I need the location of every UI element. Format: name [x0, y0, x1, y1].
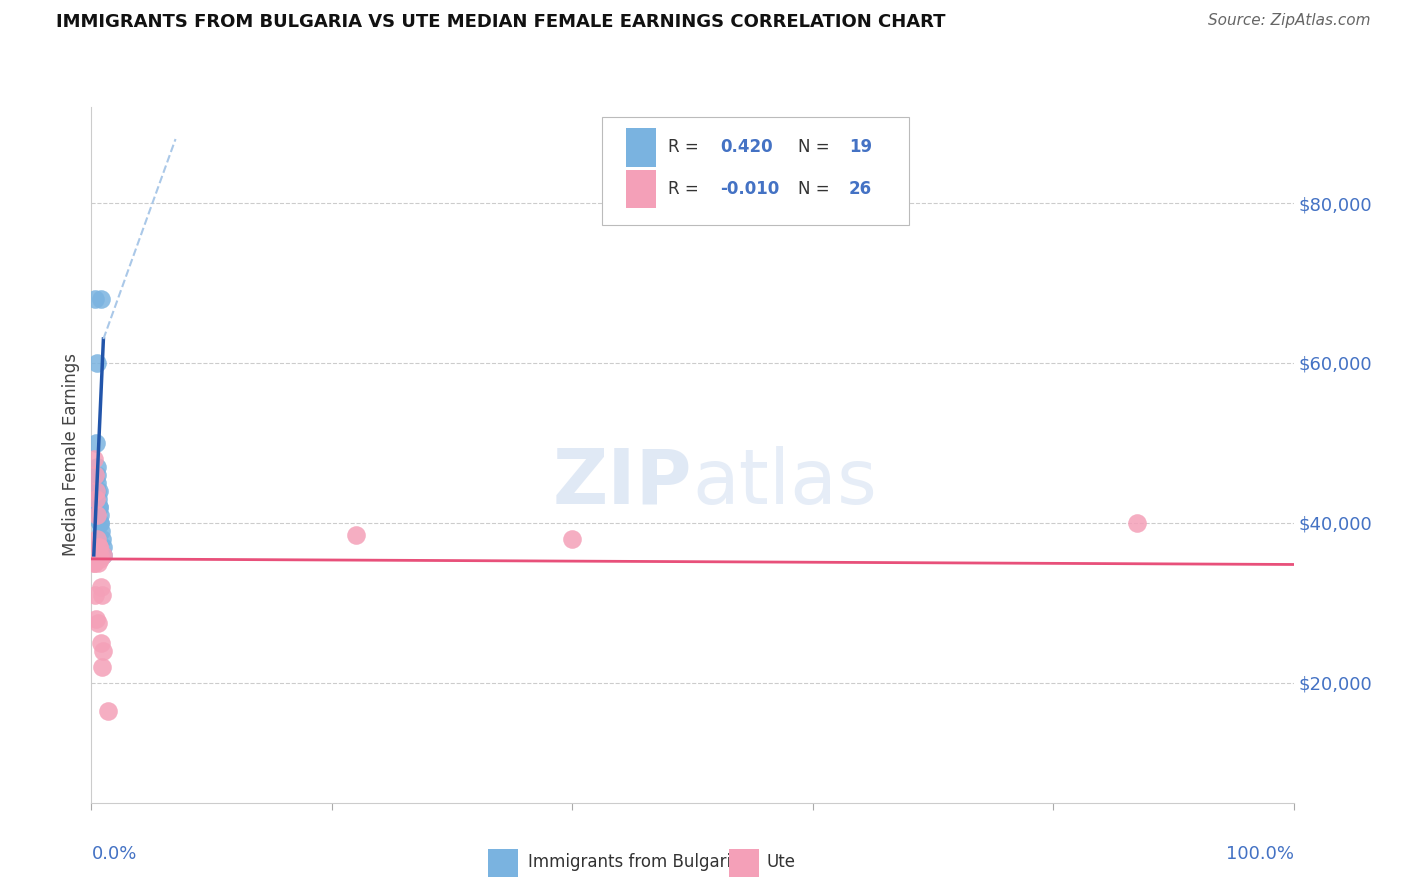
Text: 0.0%: 0.0%: [91, 845, 136, 863]
Point: [87, 500, 110, 514]
Text: Source: ZipAtlas.com: Source: ZipAtlas.com: [1208, 13, 1371, 29]
Point: [84, 467, 107, 482]
Text: N =: N =: [799, 138, 835, 156]
Text: 0.420: 0.420: [720, 138, 773, 156]
Point: [87, 540, 110, 554]
Text: ZIP: ZIP: [553, 446, 692, 520]
Y-axis label: Median Female Earnings: Median Female Earnings: [62, 353, 80, 557]
Point: [86, 467, 108, 482]
Point: [86, 532, 108, 546]
Text: Ute: Ute: [768, 853, 796, 871]
Point: [90, 524, 112, 538]
FancyBboxPatch shape: [626, 170, 657, 208]
Point: [83, 556, 105, 570]
Point: [89, 500, 111, 514]
Point: [93, 548, 115, 562]
Point: [87, 556, 110, 570]
Text: Immigrants from Bulgaria: Immigrants from Bulgaria: [527, 853, 741, 871]
FancyBboxPatch shape: [626, 128, 657, 167]
Point: [87, 483, 110, 498]
Text: R =: R =: [668, 138, 704, 156]
Point: [87, 615, 110, 630]
Point: [89, 516, 111, 530]
Point: [90, 660, 112, 674]
Point: [86, 475, 108, 490]
Point: [91, 644, 114, 658]
Text: 100.0%: 100.0%: [1226, 845, 1294, 863]
Point: [93, 548, 115, 562]
FancyBboxPatch shape: [488, 849, 519, 877]
Point: [89, 548, 111, 562]
Point: [86, 508, 108, 522]
Text: 19: 19: [849, 138, 872, 156]
Point: [89, 552, 111, 566]
Point: [84, 292, 107, 306]
Point: [86, 356, 108, 370]
Point: [89, 540, 111, 554]
Text: -0.010: -0.010: [720, 180, 779, 198]
Point: [83, 451, 105, 466]
Point: [561, 532, 583, 546]
Point: [90, 636, 112, 650]
FancyBboxPatch shape: [728, 849, 759, 877]
Text: atlas: atlas: [692, 446, 877, 520]
Point: [83, 556, 105, 570]
Point: [84, 483, 107, 498]
Point: [84, 612, 107, 626]
Point: [89, 508, 111, 522]
Point: [91, 532, 114, 546]
Point: [91, 540, 114, 554]
Text: IMMIGRANTS FROM BULGARIA VS UTE MEDIAN FEMALE EARNINGS CORRELATION CHART: IMMIGRANTS FROM BULGARIA VS UTE MEDIAN F…: [56, 13, 946, 31]
Point: [84, 588, 107, 602]
Point: [84, 491, 107, 506]
Point: [87, 491, 110, 506]
Point: [86, 459, 108, 474]
Text: 26: 26: [849, 180, 872, 198]
Point: [90, 292, 112, 306]
Point: [84, 436, 107, 450]
Point: [344, 528, 367, 542]
Point: [97, 704, 120, 718]
Point: [90, 580, 112, 594]
Point: [86, 483, 108, 498]
FancyBboxPatch shape: [602, 118, 908, 226]
Point: [91, 588, 114, 602]
Text: N =: N =: [799, 180, 835, 198]
Text: R =: R =: [668, 180, 704, 198]
Point: [1126, 516, 1149, 530]
Point: [89, 516, 111, 530]
